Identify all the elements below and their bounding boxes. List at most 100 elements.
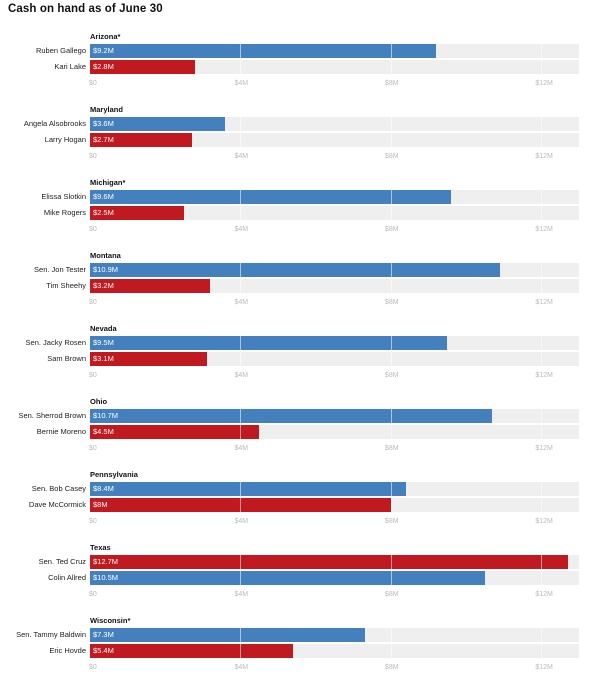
axis-tick-label: $8M [384, 518, 399, 525]
candidate-row: Ruben Gallego $9.2M [0, 44, 599, 58]
bar-dem: $10.5M [90, 571, 485, 585]
axis-tick-label: $0 [89, 445, 97, 452]
bar-value-label: $8M [93, 500, 108, 509]
axis-tick-label: $12M [535, 591, 553, 598]
candidate-row: Kari Lake $2.8M [0, 60, 599, 74]
axis-tick-label: $0 [89, 372, 97, 379]
bar-value-label: $2.8M [93, 62, 114, 71]
bar-dem: $9.5M [90, 336, 448, 350]
candidate-row: Elissa Slotkin $9.6M [0, 190, 599, 204]
bar-value-label: $9.5M [93, 338, 114, 347]
axis-tick-label: $4M [234, 664, 249, 671]
axis-tick-label: $8M [384, 445, 399, 452]
candidate-name: Sen. Ted Cruz [38, 557, 86, 566]
state-chart-michigan: Michigan* Elissa Slotkin $9.6M Mike Rogers $… [0, 178, 599, 238]
bar-dem: $7.3M [90, 628, 365, 642]
candidate-name: Dave McCormick [28, 500, 86, 509]
bar-value-label: $9.6M [93, 192, 114, 201]
bar-value-label: $10.7M [93, 411, 119, 420]
axis-tick-label: $4M [234, 372, 249, 379]
axis-tick-label: $8M [384, 153, 399, 160]
state-title: Ohio [90, 397, 108, 406]
candidate-name: Sen. Jon Tester [34, 265, 86, 274]
axis-tick-label: $12M [535, 664, 553, 671]
state-chart-nevada: Nevada Sen. Jacky Rosen $9.5M Sam Brown $3.1… [0, 324, 599, 384]
state-title: Texas [90, 543, 111, 552]
gridline [390, 336, 392, 370]
axis-tick-label: $0 [89, 153, 97, 160]
candidate-name: Larry Hogan [44, 135, 86, 144]
axis-tick-label: $0 [89, 664, 97, 671]
candidate-row: Sen. Tammy Baldwin $7.3M [0, 628, 599, 642]
gridline [390, 555, 392, 589]
candidate-name: Colin Allred [48, 573, 86, 582]
axis-tick-label: $4M [234, 80, 249, 87]
axis-tick-label: $8M [384, 80, 399, 87]
gridline [390, 44, 392, 78]
bar-dem: $9.2M [90, 44, 437, 58]
bar-track: $10.7M [90, 409, 579, 423]
bar-rep: $3.1M [90, 352, 207, 366]
bar-track: $9.2M [90, 44, 579, 58]
bar-dem: $3.6M [90, 117, 226, 131]
state-title: Arizona* [90, 32, 121, 41]
gridline [390, 482, 392, 516]
bar-value-label: $12.7M [93, 557, 119, 566]
bar-value-label: $7.3M [93, 630, 114, 639]
bar-rep: $2.5M [90, 206, 185, 220]
state-chart-texas: Texas Sen. Ted Cruz $12.7M Colin Allred $10.… [0, 543, 599, 603]
axis-tick-label: $12M [535, 299, 553, 306]
gridline [240, 44, 242, 78]
state-chart-pennsylvania: Pennsylvania Sen. Bob Casey $8.4M Dave McCo… [0, 470, 599, 530]
candidate-name: Mike Rogers [43, 208, 86, 217]
state-title: Maryland [90, 105, 123, 114]
state-chart-ohio: Ohio Sen. Sherrod Brown $10.7M Bernie Moren… [0, 397, 599, 457]
bar-value-label: $2.5M [93, 208, 114, 217]
candidate-name: Elissa Slotkin [41, 192, 86, 201]
candidate-row: Sen. Ted Cruz $12.7M [0, 555, 599, 569]
axis-tick-label: $12M [535, 80, 553, 87]
candidate-name: Angela Alsobrooks [23, 119, 86, 128]
state-title: Pennsylvania [90, 470, 138, 479]
candidate-name: Sen. Bob Casey [31, 484, 86, 493]
gridline [390, 628, 392, 662]
gridline [240, 190, 242, 224]
bar-rep: $2.8M [90, 60, 196, 74]
axis-tick-label: $0 [89, 518, 97, 525]
axis-tick-label: $4M [234, 299, 249, 306]
axis-tick-label: $8M [384, 226, 399, 233]
gridline [390, 190, 392, 224]
candidate-row: Colin Allred $10.5M [0, 571, 599, 585]
gridline [240, 409, 242, 443]
bar-track: $10.9M [90, 263, 579, 277]
bar-value-label: $3.6M [93, 119, 114, 128]
bar-value-label: $4.5M [93, 427, 114, 436]
gridline [390, 263, 392, 297]
bar-track: $5.4M [90, 644, 579, 658]
bar-dem: $8.4M [90, 482, 406, 496]
page-title: Cash on hand as of June 30 [8, 3, 163, 15]
candidate-row: Sen. Jacky Rosen $9.5M [0, 336, 599, 350]
axis-tick-label: $8M [384, 299, 399, 306]
axis-tick-label: $12M [535, 518, 553, 525]
axis-tick-label: $0 [89, 299, 97, 306]
state-chart-montana: Montana Sen. Jon Tester $10.9M Tim Sheehy $3… [0, 251, 599, 311]
axis-tick-label: $8M [384, 591, 399, 598]
bar-value-label: $10.5M [93, 573, 119, 582]
bar-value-label: $3.1M [93, 354, 114, 363]
bar-rep: $3.2M [90, 279, 211, 293]
state-title: Montana [90, 251, 121, 260]
gridline [390, 117, 392, 151]
candidate-name: Bernie Moreno [36, 427, 86, 436]
gridline [541, 555, 543, 589]
bar-track: $7.3M [90, 628, 579, 642]
candidate-row: Sen. Jon Tester $10.9M [0, 263, 599, 277]
bar-track: $2.8M [90, 60, 579, 74]
bar-track: $3.2M [90, 279, 579, 293]
candidate-name: Tim Sheehy [46, 281, 86, 290]
candidate-name: Sen. Sherrod Brown [18, 411, 86, 420]
gridline [541, 190, 543, 224]
bar-dem: $9.6M [90, 190, 452, 204]
gridline [541, 263, 543, 297]
